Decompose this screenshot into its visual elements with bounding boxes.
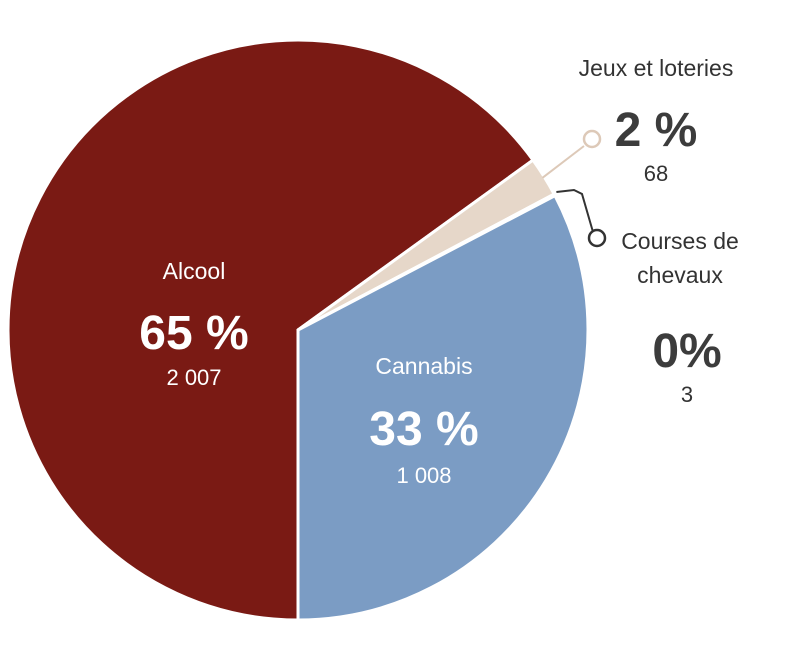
cannabis-slice <box>296 194 590 622</box>
courses-count-label: 3 <box>681 382 693 407</box>
courses-leader-dot <box>587 228 607 248</box>
courses-category-label-line1: Courses de <box>621 228 739 254</box>
alcool-percent-label: 65 % <box>139 307 248 360</box>
cannabis-count-label: 1 008 <box>396 463 451 488</box>
courses-leader-line <box>556 188 594 233</box>
jeux-count-label: 68 <box>644 161 668 186</box>
slices-layer <box>6 38 590 622</box>
courses-percent-label: 0% <box>652 325 721 378</box>
jeux-percent-label: 2 % <box>615 104 698 157</box>
courses-category-label-line2: chevaux <box>637 262 723 288</box>
jeux-category-label: Jeux et loteries <box>579 55 734 81</box>
jeux-leader-dot <box>582 129 602 149</box>
alcool-count-label: 2 007 <box>166 365 221 390</box>
alcool-category-label: Alcool <box>163 258 226 284</box>
alcool-slice <box>6 38 535 622</box>
cannabis-category-label: Cannabis <box>375 353 472 379</box>
jeux-leader-line <box>541 145 585 179</box>
cannabis-percent-label: 33 % <box>369 403 478 456</box>
leaders-layer <box>541 129 607 248</box>
